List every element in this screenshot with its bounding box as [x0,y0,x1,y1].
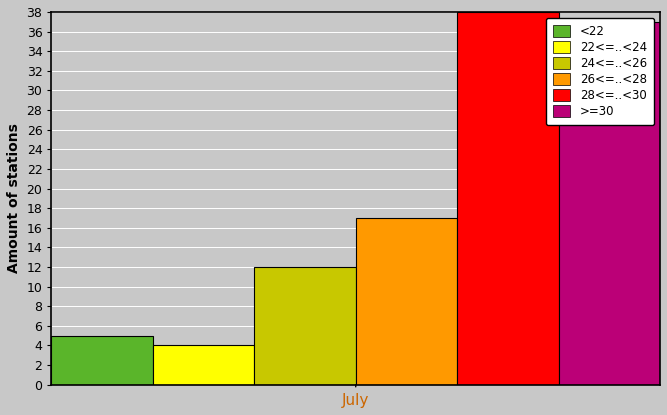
Legend: <22, 22<=..<24, 24<=..<26, 26<=..<28, 28<=..<30, >=30: <22, 22<=..<24, 24<=..<26, 26<=..<28, 28… [546,18,654,125]
Bar [51,336,153,385]
X-axis label: July: July [342,393,370,408]
Bar [356,218,457,385]
Bar [559,22,660,385]
Y-axis label: Amount of stations: Amount of stations [7,123,21,273]
Bar [254,267,356,385]
Bar [153,345,254,385]
Bar [457,12,559,385]
